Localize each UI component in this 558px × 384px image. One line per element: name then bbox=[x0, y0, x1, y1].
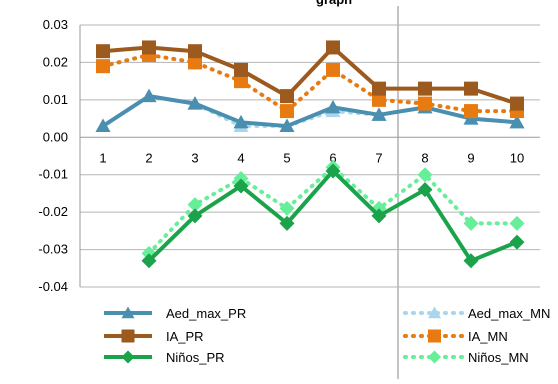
y-tick-label: 0.00 bbox=[43, 129, 68, 144]
data-point bbox=[428, 306, 441, 319]
data-point bbox=[463, 215, 479, 231]
gridlines bbox=[79, 24, 540, 288]
data-point bbox=[280, 89, 294, 104]
series-line bbox=[102, 45, 518, 106]
x-tick-label: 1 bbox=[99, 150, 106, 165]
y-axis-tick-labels: 0.03 0.02 0.01 0.00 -0.01 -0.02 -0.03 -0.04 bbox=[38, 17, 68, 294]
data-point bbox=[428, 350, 441, 364]
legend-label: IA_MN bbox=[468, 329, 508, 344]
data-point bbox=[326, 40, 340, 55]
series-Niños_PR bbox=[141, 163, 525, 269]
data-point bbox=[371, 107, 387, 121]
series-IA_MN bbox=[96, 47, 524, 119]
x-tick-label: 2 bbox=[145, 150, 152, 165]
y-tick-label: -0.04 bbox=[38, 279, 68, 294]
data-point bbox=[463, 253, 479, 269]
x-tick-label: 8 bbox=[421, 150, 428, 165]
y-tick-label: -0.02 bbox=[38, 204, 68, 219]
legend-label: Niños_PR bbox=[166, 350, 225, 365]
data-point bbox=[417, 182, 433, 198]
data-point bbox=[279, 118, 295, 133]
data-point bbox=[188, 44, 202, 59]
data-point bbox=[279, 200, 295, 216]
data-point bbox=[279, 215, 295, 231]
x-axis-tick-labels: 1 2 3 4 5 6 7 8 9 10 bbox=[99, 150, 524, 165]
series-group bbox=[95, 40, 525, 269]
legend-item: Aed_max_MN bbox=[403, 306, 550, 321]
series-line bbox=[101, 94, 518, 129]
chart-title: graph bbox=[316, 0, 352, 7]
data-point bbox=[142, 40, 156, 55]
data-point bbox=[509, 234, 525, 250]
data-point bbox=[121, 350, 135, 364]
data-point bbox=[372, 81, 386, 96]
series-line bbox=[147, 168, 518, 263]
legend-item: Niños_PR bbox=[104, 350, 225, 365]
data-point bbox=[188, 55, 202, 70]
x-tick-label: 9 bbox=[467, 150, 474, 165]
data-point bbox=[95, 118, 111, 133]
data-point bbox=[234, 74, 248, 89]
data-point bbox=[418, 96, 432, 111]
legend-label: Niños_MN bbox=[468, 350, 529, 365]
series-line bbox=[147, 165, 519, 256]
y-tick-label: 0.01 bbox=[43, 92, 68, 107]
x-tick-label: 5 bbox=[283, 150, 290, 165]
data-point bbox=[141, 253, 157, 269]
data-point bbox=[417, 167, 433, 183]
data-point bbox=[418, 81, 432, 96]
x-tick-label: 6 bbox=[329, 150, 336, 165]
legend-item: Aed_max_PR bbox=[104, 306, 246, 321]
data-point bbox=[187, 208, 203, 224]
series-Aed_max_MN bbox=[95, 88, 525, 133]
data-point bbox=[510, 96, 524, 111]
data-point bbox=[325, 163, 341, 179]
y-tick-label: -0.01 bbox=[38, 167, 68, 182]
legend-item: IA_PR bbox=[104, 329, 204, 344]
data-point bbox=[233, 178, 249, 194]
data-point bbox=[325, 99, 341, 114]
y-tick-label: 0.03 bbox=[43, 17, 68, 32]
data-point bbox=[428, 329, 441, 343]
data-point bbox=[464, 81, 478, 96]
x-tick-label: 3 bbox=[191, 150, 198, 165]
series-Aed_max_PR bbox=[95, 88, 525, 133]
legend-label: IA_PR bbox=[166, 329, 204, 344]
data-point bbox=[187, 197, 203, 213]
data-point bbox=[234, 62, 248, 77]
x-tick-label: 4 bbox=[237, 150, 244, 165]
legend-label: Aed_max_PR bbox=[166, 306, 246, 321]
data-point bbox=[121, 329, 135, 343]
data-point bbox=[141, 88, 157, 103]
data-point bbox=[464, 104, 478, 119]
y-tick-label: -0.03 bbox=[38, 242, 68, 257]
x-tick-label: 10 bbox=[510, 150, 524, 165]
data-point bbox=[96, 44, 110, 59]
data-point bbox=[233, 114, 249, 129]
data-point bbox=[372, 92, 386, 107]
series-line bbox=[101, 52, 519, 114]
data-point bbox=[187, 96, 203, 110]
data-point bbox=[509, 114, 525, 129]
legend-item: Niños_MN bbox=[403, 350, 529, 365]
legend-item: IA_MN bbox=[403, 329, 508, 344]
series-IA_PR bbox=[96, 40, 524, 111]
legend: Aed_max_PR Aed_max_MN IA_PR IA_MN Niños_PR Ni… bbox=[104, 306, 550, 365]
data-point bbox=[326, 62, 340, 77]
data-point bbox=[280, 104, 294, 119]
data-point bbox=[121, 306, 135, 319]
data-point bbox=[509, 215, 525, 231]
legend-label: Aed_max_MN bbox=[468, 306, 550, 321]
y-tick-label: 0.02 bbox=[43, 54, 68, 69]
data-point bbox=[96, 59, 110, 74]
data-point bbox=[371, 208, 387, 224]
x-tick-label: 7 bbox=[375, 150, 382, 165]
